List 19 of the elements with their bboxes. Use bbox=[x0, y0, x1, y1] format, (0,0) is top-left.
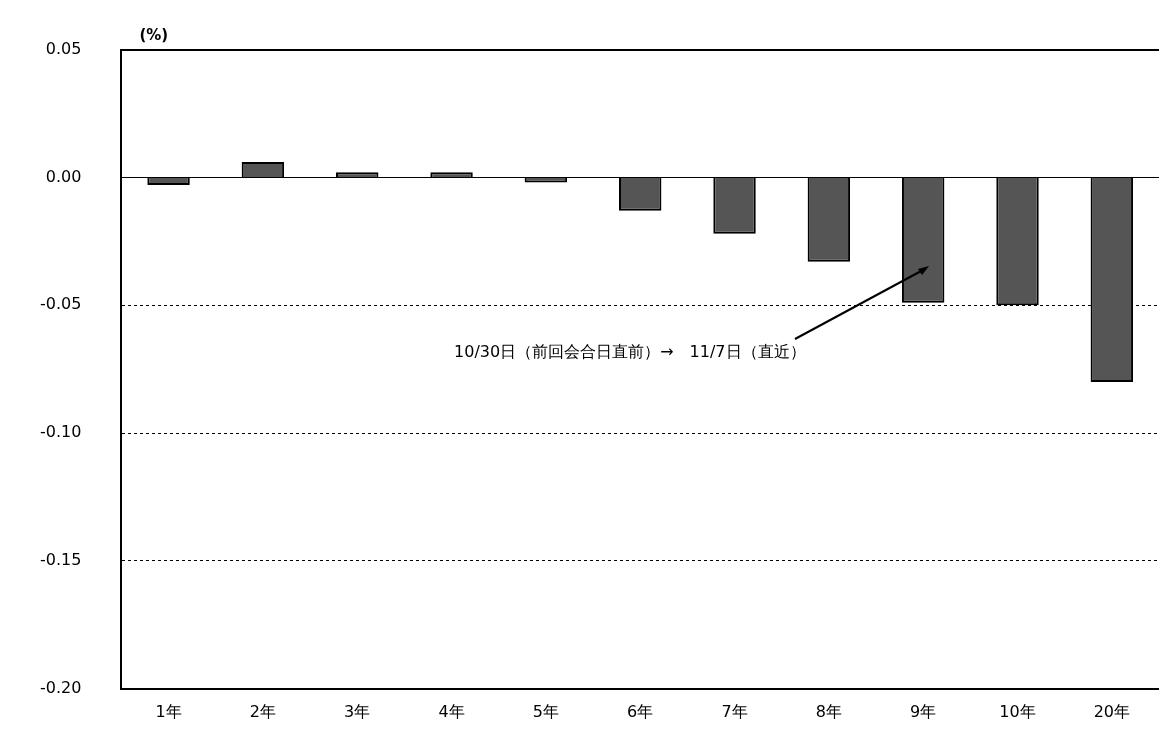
x-tick-label: 20年 bbox=[1093, 701, 1131, 721]
x-tick-label: 8年 bbox=[815, 701, 842, 721]
y-tick-label: -0.05 bbox=[39, 294, 82, 314]
y-axis-title: (%) bbox=[139, 25, 169, 44]
y-tick-label: 0.00 bbox=[45, 166, 82, 186]
x-tick-label: 10年 bbox=[999, 701, 1036, 721]
y-tick-label: -0.15 bbox=[39, 550, 82, 570]
x-tick-label: 9年 bbox=[910, 701, 937, 721]
y-tick-label: -0.10 bbox=[39, 422, 82, 442]
x-tick-label: 7年 bbox=[721, 701, 748, 721]
x-tick-label: 4年 bbox=[438, 701, 465, 721]
y-tick-label: 0.05 bbox=[45, 38, 82, 58]
x-tick-label: 2年 bbox=[249, 701, 276, 721]
annotation: 10/30日（前回会合日直前）→ 11/7日（直近） bbox=[454, 342, 806, 362]
y-tick-label: -0.20 bbox=[39, 677, 82, 697]
x-tick-label: 6年 bbox=[627, 701, 654, 721]
x-tick-label: 3年 bbox=[344, 701, 371, 721]
x-tick-label: 5年 bbox=[532, 701, 559, 721]
x-tick-label: 1年 bbox=[155, 701, 182, 721]
